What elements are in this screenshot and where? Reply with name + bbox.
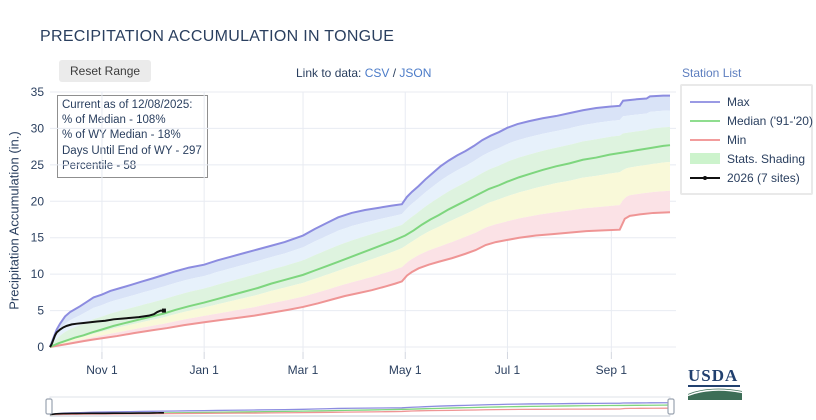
usda-logo: USDA (687, 366, 744, 405)
chart-legend: Max Median ('91-'20) Min Stats. Shading … (680, 84, 813, 195)
legend-item-max[interactable]: Max (690, 92, 811, 111)
data-links: Link to data: CSV / JSON (296, 66, 431, 80)
legend-item-min[interactable]: Min (690, 130, 811, 149)
stat-shading-band (50, 161, 670, 347)
link-to-data-label: Link to data: (296, 66, 365, 80)
y-tick-label: 25 (31, 158, 45, 172)
legend-item-stats-shading[interactable]: Stats. Shading (690, 149, 811, 168)
stat-shading-band (50, 126, 670, 347)
y-tick-label: 30 (31, 121, 45, 135)
station-list-link[interactable]: Station List (682, 66, 742, 80)
usda-swoosh-icon (687, 388, 743, 400)
usda-logo-text: USDA (688, 366, 740, 387)
max-line-swatch-icon (690, 100, 720, 103)
slider-handle-left[interactable] (45, 398, 53, 415)
tooltip-line-pct-wy-median: % of WY Median - 18% (62, 128, 203, 143)
link-separator: / (389, 66, 400, 80)
legend-label: Median ('91-'20) (727, 113, 813, 128)
tooltip-line-days-until-end: Days Until End of WY - 297 (62, 144, 203, 159)
median-line-swatch-icon (690, 119, 720, 122)
legend-label: 2026 (7 sites) (727, 170, 800, 185)
stats-shading-swatch-icon (690, 153, 720, 164)
y-tick-label: 5 (37, 304, 44, 318)
legend-item-current-year[interactable]: 2026 (7 sites) (690, 168, 811, 187)
y-tick-label: 10 (31, 267, 45, 281)
legend-label: Max (727, 94, 750, 109)
x-tick-label: May 1 (389, 363, 422, 377)
tooltip-line-pct-median: % of Median - 108% (62, 113, 203, 128)
y-tick-label: 20 (31, 194, 45, 208)
slider-max-line (49, 402, 670, 416)
plot-area[interactable] (50, 92, 670, 347)
legend-label: Stats. Shading (727, 151, 806, 166)
tooltip-line-percentile: Percentile - 58 (62, 159, 203, 174)
csv-link[interactable]: CSV (364, 66, 390, 80)
stat-shading-band (50, 95, 670, 348)
legend-item-median[interactable]: Median ('91-'20) (690, 111, 813, 130)
y-tick-label: 15 (31, 231, 45, 245)
y-tick-label: 35 (31, 85, 45, 99)
slider-handle-right[interactable] (667, 398, 675, 415)
legend-label: Min (727, 132, 747, 147)
stat-shading-band (50, 110, 670, 348)
current-year-line-swatch-icon (690, 175, 720, 180)
x-tick-label: Jul 1 (495, 363, 521, 377)
x-tick-label: Mar 1 (288, 363, 319, 377)
current-value-marker (161, 308, 166, 313)
json-link[interactable]: JSON (399, 66, 432, 80)
current-year-line (49, 309, 164, 348)
reset-range-button[interactable]: Reset Range (59, 60, 152, 82)
x-tick-label: Sep 1 (596, 363, 628, 377)
x-tick-label: Nov 1 (86, 363, 118, 377)
page-title: PRECIPITATION ACCUMULATION IN TONGUE (40, 28, 395, 45)
max-line (49, 94, 670, 348)
median-line (49, 144, 671, 348)
y-tick-label: 0 (37, 340, 44, 354)
min-line (49, 211, 671, 348)
slider-current-year-line (49, 411, 164, 416)
stat-shading-band (50, 190, 670, 347)
min-line-swatch-icon (690, 138, 720, 141)
x-tick-label: Jan 1 (189, 363, 219, 377)
